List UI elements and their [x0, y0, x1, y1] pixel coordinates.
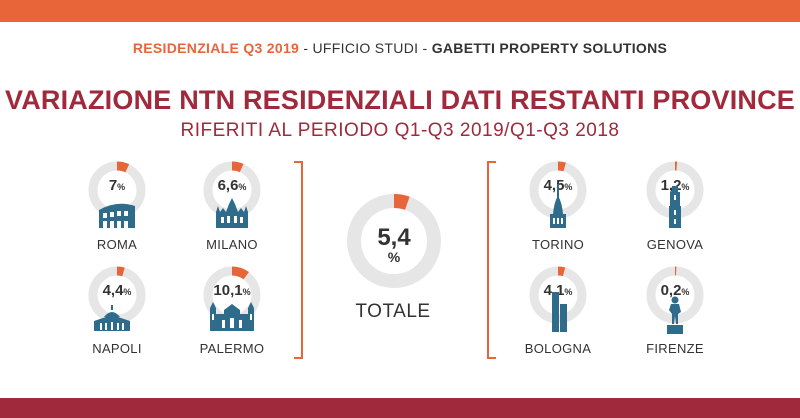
- lanterna-icon: [669, 186, 681, 228]
- total-progress-arc: [347, 194, 441, 288]
- right-bracket: [487, 161, 496, 359]
- gauge-value: 7: [108, 177, 118, 194]
- duomo-milano-icon: [216, 198, 248, 228]
- page-subtitle: RIFERITI AL PERIODO Q1-Q3 2019/Q1-Q3 201…: [180, 120, 620, 141]
- city-label-firenze: FIRENZE: [646, 341, 704, 356]
- city-label-palermo: PALERMO: [199, 341, 265, 356]
- subheader-separator: -: [422, 40, 428, 56]
- total-label: TOTALE: [355, 301, 431, 322]
- city-label-genova: GENOVA: [646, 237, 704, 252]
- page-title: VARIAZIONE NTN RESIDENZIALI DATI RESTANT…: [4, 85, 796, 115]
- city-label-napoli: NAPOLI: [92, 341, 142, 356]
- david-statue-icon: [667, 296, 683, 334]
- city-label-torino: TORINO: [531, 237, 585, 252]
- gauge-unit: %: [681, 182, 690, 192]
- gauge-value: 4,4: [102, 282, 124, 299]
- gauge-unit: %: [123, 287, 132, 297]
- subheader-office: UFFICIO STUDI: [312, 40, 419, 56]
- gauge-value: 4,1: [543, 282, 565, 299]
- gauge-unit: %: [117, 182, 126, 192]
- gauge-unit: %: [681, 287, 690, 297]
- subheader-separator: -: [303, 40, 309, 56]
- gauge-unit: %: [238, 182, 247, 192]
- gauge-unit: %: [564, 182, 573, 192]
- gauge-value: 6,6: [217, 177, 239, 194]
- bottom-accent-bar: [0, 398, 800, 418]
- gauge-unit: %: [242, 287, 251, 297]
- top-accent-bar: [0, 0, 800, 22]
- progress-arc: [88, 161, 146, 219]
- city-label-bologna: BOLOGNA: [524, 341, 592, 356]
- progress-arc: [646, 161, 704, 219]
- total-ring: [347, 194, 441, 288]
- colosseum-icon: [99, 203, 135, 228]
- city-label-roma: ROMA: [96, 237, 138, 252]
- gauge-value: 0,2: [660, 282, 682, 299]
- progress-arc: [203, 266, 261, 324]
- two-towers-icon: [552, 292, 567, 332]
- subheader-highlight: RESIDENZIALE Q3 2019: [132, 40, 300, 56]
- gauge-value: 4,5: [543, 177, 565, 194]
- total-value: 5,4: [377, 224, 411, 251]
- left-bracket: [294, 161, 303, 359]
- gauge-firenze: 0,2%: [645, 265, 705, 325]
- progress-arc: [88, 266, 146, 324]
- subheader-company: GABETTI PROPERTY SOLUTIONS: [431, 40, 668, 56]
- gauge-value: 10,1: [213, 282, 243, 299]
- progress-arc: [203, 161, 261, 219]
- total-gauge: 5,4 %: [344, 191, 444, 291]
- total-unit: %: [387, 249, 401, 265]
- city-label-milano: MILANO: [206, 237, 258, 252]
- subheader: RESIDENZIALE Q3 2019 - UFFICIO STUDI - G…: [0, 40, 800, 56]
- progress-arc: [529, 266, 587, 324]
- mole-antonelliana-icon: [550, 184, 566, 228]
- basilica-icon: [94, 305, 130, 331]
- progress-arc: [646, 266, 704, 324]
- cathedral-palermo-icon: [210, 302, 254, 331]
- gauge-unit: %: [564, 287, 573, 297]
- progress-arc: [529, 161, 587, 219]
